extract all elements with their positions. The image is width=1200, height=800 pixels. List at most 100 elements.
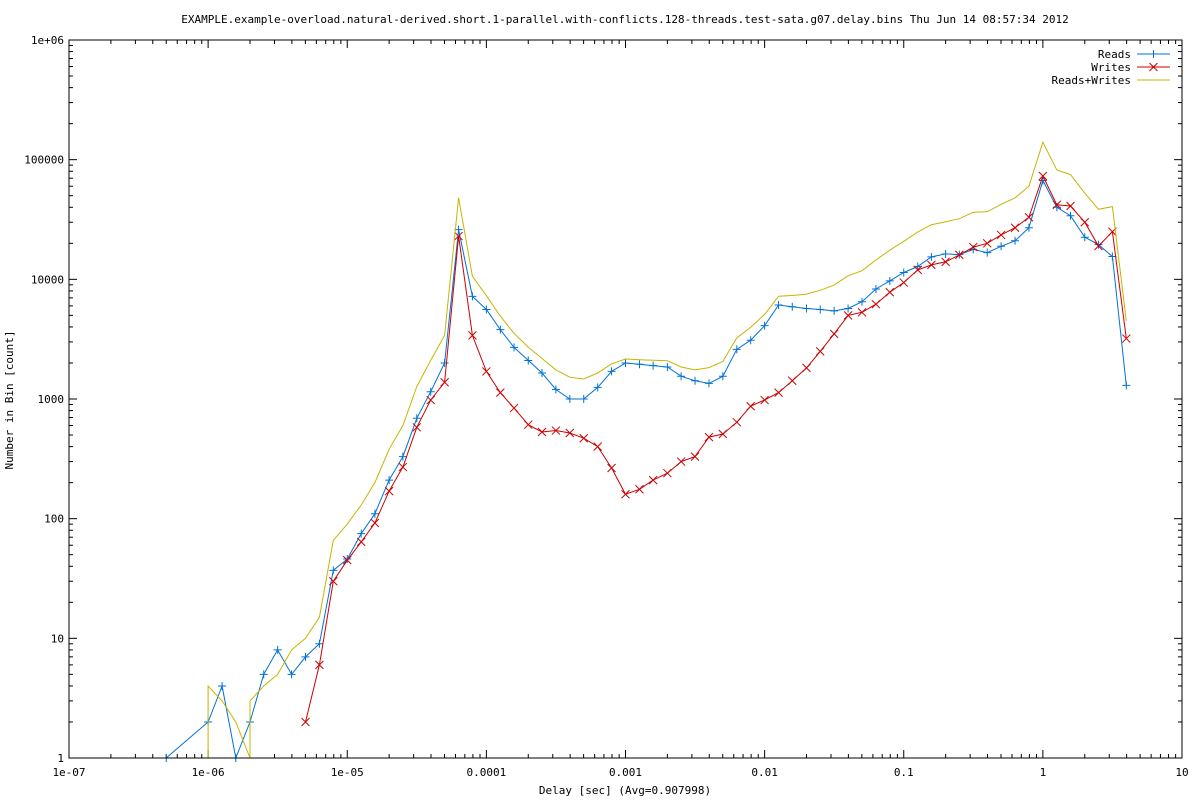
- data-point: [328, 576, 338, 586]
- data-point: [593, 442, 603, 451]
- data-point: [927, 252, 936, 261]
- x-tick-label: 0.01: [751, 766, 778, 779]
- data-point: [315, 660, 324, 670]
- data-point: [829, 329, 839, 339]
- y-tick-label: 1000: [38, 393, 65, 406]
- data-point: [607, 367, 616, 376]
- data-point: [1080, 217, 1090, 227]
- series-line: [207, 140, 1127, 759]
- data-point: [524, 356, 533, 365]
- data-point: [1149, 50, 1158, 58]
- x-axis-label: Delay [sec] (Avg=0.907998): [539, 784, 711, 797]
- data-point: [510, 343, 519, 352]
- data-point: [579, 395, 588, 403]
- x-tick-label: 1e-05: [331, 766, 364, 779]
- data-point: [1010, 223, 1020, 233]
- series-line: [305, 174, 1127, 723]
- data-point: [537, 427, 547, 437]
- data-point: [593, 383, 602, 392]
- data-point: [301, 652, 310, 661]
- series-writes: [301, 171, 1131, 727]
- y-tick-label: 10: [51, 632, 64, 645]
- legend-item: Writes: [1091, 61, 1170, 74]
- data-point: [760, 321, 769, 330]
- y-axis-label: Number in Bin [count]: [3, 330, 16, 469]
- data-point: [704, 432, 714, 442]
- data-point: [787, 376, 797, 386]
- data-point: [830, 306, 839, 315]
- series-reads: [162, 176, 1131, 762]
- data-point: [871, 285, 880, 294]
- x-tick-label: 0.1: [894, 766, 914, 779]
- data-point: [746, 336, 755, 345]
- data-point: [732, 417, 742, 427]
- legend-label: Writes: [1091, 61, 1131, 74]
- data-point: [370, 518, 380, 528]
- data-point: [760, 395, 769, 405]
- data-point: [440, 377, 449, 387]
- data-point: [412, 414, 421, 423]
- plot-frame: [68, 39, 1183, 759]
- data-point: [218, 681, 227, 690]
- data-point: [329, 566, 338, 575]
- data-point: [913, 265, 923, 275]
- data-point: [677, 372, 686, 381]
- data-point: [509, 403, 519, 413]
- data-point: [356, 537, 366, 547]
- data-point: [1066, 201, 1075, 211]
- data-point: [774, 301, 783, 310]
- y-tick-label: 10000: [31, 273, 64, 286]
- series-reads-writes: [207, 140, 1127, 759]
- data-point: [663, 363, 672, 372]
- data-point: [676, 457, 686, 466]
- data-point: [384, 486, 394, 496]
- data-point: [691, 376, 700, 385]
- data-point: [342, 555, 352, 565]
- data-point: [621, 358, 630, 367]
- data-point: [1052, 200, 1062, 210]
- data-point: [301, 717, 310, 727]
- data-point: [1149, 62, 1158, 72]
- data-point: [454, 225, 463, 234]
- data-point: [1024, 212, 1034, 222]
- data-point: [802, 304, 811, 313]
- data-point: [718, 372, 727, 381]
- y-tick-label: 100000: [24, 154, 64, 167]
- data-point: [635, 484, 644, 494]
- data-point: [523, 420, 533, 430]
- data-point: [1038, 171, 1048, 181]
- data-point: [495, 388, 505, 398]
- data-point: [844, 304, 853, 313]
- data-point: [788, 302, 797, 311]
- legend-item: Reads: [1098, 48, 1170, 61]
- data-point: [398, 462, 408, 472]
- data-point: [815, 347, 825, 356]
- data-point: [802, 363, 811, 373]
- data-point: [370, 509, 379, 518]
- data-point: [1108, 252, 1117, 261]
- data-point: [983, 248, 992, 257]
- data-point: [996, 230, 1006, 240]
- y-tick-label: 1: [57, 752, 64, 765]
- data-point: [885, 287, 895, 297]
- data-point: [774, 388, 783, 398]
- data-point: [1122, 381, 1131, 390]
- data-point: [871, 299, 881, 309]
- series-layer: [162, 140, 1131, 762]
- legend-label: Reads: [1098, 48, 1131, 61]
- x-tick-label: 10: [1175, 766, 1188, 779]
- data-point: [941, 257, 950, 267]
- data-point: [1066, 211, 1075, 220]
- data-point: [1094, 240, 1103, 249]
- data-point: [537, 368, 546, 377]
- data-point: [1024, 223, 1033, 232]
- data-point: [579, 433, 589, 443]
- data-point: [1011, 236, 1020, 245]
- data-point: [1094, 241, 1103, 251]
- data-point: [273, 645, 282, 654]
- data-point: [287, 670, 296, 679]
- data-point: [663, 468, 672, 478]
- data-point: [621, 489, 630, 499]
